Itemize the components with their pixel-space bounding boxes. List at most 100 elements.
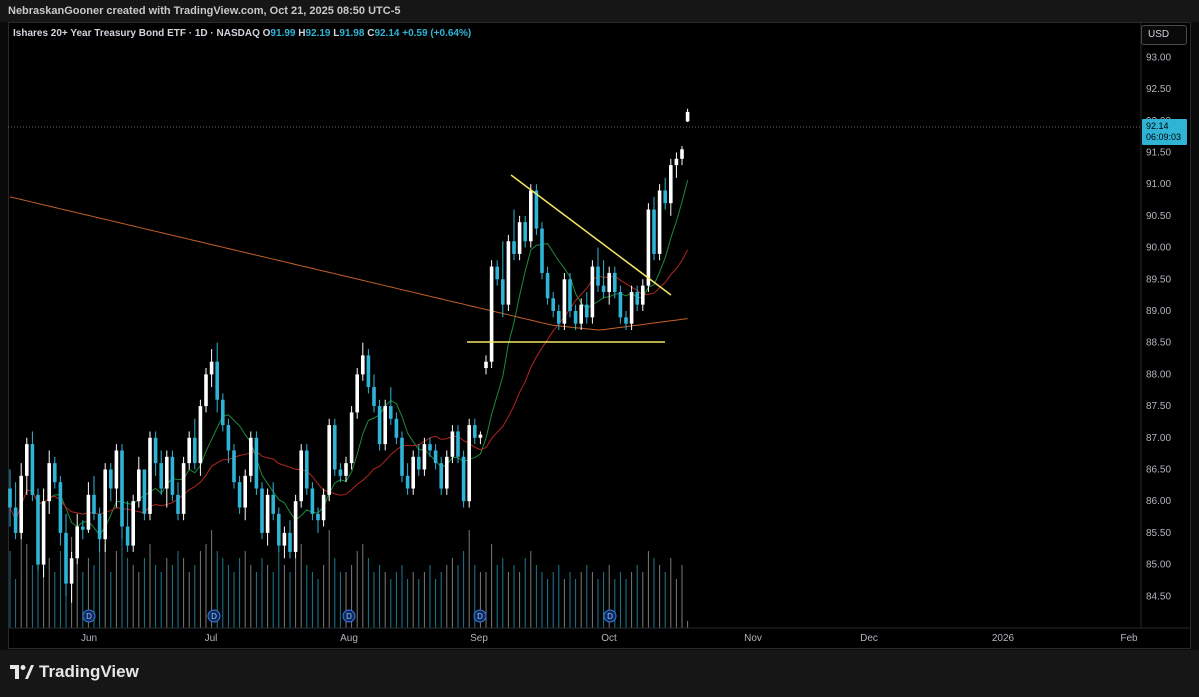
candle-body[interactable] bbox=[383, 406, 387, 445]
candle-body[interactable] bbox=[372, 387, 376, 407]
candle-body[interactable] bbox=[69, 558, 74, 584]
candle-body[interactable] bbox=[165, 456, 169, 489]
candle-body[interactable] bbox=[568, 279, 572, 311]
candle-body[interactable] bbox=[215, 361, 219, 400]
candle-body[interactable] bbox=[545, 272, 550, 299]
candle-body[interactable] bbox=[321, 494, 326, 521]
candle-body[interactable] bbox=[148, 437, 152, 514]
candle-body[interactable] bbox=[428, 444, 432, 451]
candle-body[interactable] bbox=[58, 482, 63, 533]
candle-body[interactable] bbox=[596, 266, 600, 286]
candle-body[interactable] bbox=[232, 450, 236, 483]
candle-body[interactable] bbox=[411, 456, 415, 489]
candle-body[interactable] bbox=[64, 532, 68, 584]
candle-body[interactable] bbox=[618, 291, 623, 318]
candle-body[interactable] bbox=[590, 266, 595, 318]
candle-body[interactable] bbox=[400, 437, 404, 476]
candle-body[interactable] bbox=[277, 513, 281, 546]
candle-body[interactable] bbox=[131, 501, 135, 546]
candle-body[interactable] bbox=[271, 494, 275, 514]
candle-body[interactable] bbox=[517, 222, 522, 254]
candle-body[interactable] bbox=[338, 469, 343, 476]
candle-body[interactable] bbox=[417, 456, 421, 470]
candle-body[interactable] bbox=[489, 266, 494, 362]
dividend-marker-icon[interactable]: D bbox=[473, 609, 487, 623]
candle-body[interactable] bbox=[501, 279, 505, 305]
candle-body[interactable] bbox=[226, 425, 231, 451]
candle-body[interactable] bbox=[109, 469, 113, 489]
candle-body[interactable] bbox=[445, 456, 449, 489]
candle-body[interactable] bbox=[299, 450, 303, 502]
candle-body[interactable] bbox=[613, 272, 617, 292]
candle-body[interactable] bbox=[450, 431, 455, 457]
candle-body[interactable] bbox=[47, 463, 51, 502]
candle-body[interactable] bbox=[25, 444, 29, 476]
candle-body[interactable] bbox=[30, 444, 35, 495]
candle-body[interactable] bbox=[159, 463, 163, 489]
candle-body[interactable] bbox=[293, 501, 298, 552]
candle-body[interactable] bbox=[607, 272, 611, 292]
candle-body[interactable] bbox=[377, 406, 382, 445]
candle-body[interactable] bbox=[473, 425, 477, 438]
candle-body[interactable] bbox=[243, 475, 247, 508]
candle-body[interactable] bbox=[478, 434, 483, 438]
candle-body[interactable] bbox=[209, 361, 214, 375]
candle-body[interactable] bbox=[349, 412, 354, 464]
candle-body[interactable] bbox=[254, 437, 259, 489]
candle-body[interactable] bbox=[103, 469, 107, 540]
candle-body[interactable] bbox=[114, 450, 119, 489]
candle-body[interactable] bbox=[669, 165, 673, 204]
candle-body[interactable] bbox=[484, 361, 488, 369]
candle-body[interactable] bbox=[125, 526, 130, 546]
candle-body[interactable] bbox=[366, 355, 371, 388]
candle-body[interactable] bbox=[562, 279, 567, 324]
candle-body[interactable] bbox=[53, 463, 57, 483]
candle-body[interactable] bbox=[181, 463, 186, 514]
candle-body[interactable] bbox=[461, 456, 466, 502]
candle-body[interactable] bbox=[265, 494, 270, 533]
dividend-marker-icon[interactable]: D bbox=[603, 609, 617, 623]
candle-body[interactable] bbox=[333, 425, 337, 470]
candle-body[interactable] bbox=[389, 406, 393, 419]
candle-body[interactable] bbox=[534, 190, 539, 229]
candle-body[interactable] bbox=[646, 209, 651, 286]
candle-body[interactable] bbox=[422, 444, 427, 470]
candle-body[interactable] bbox=[635, 291, 639, 305]
candle-body[interactable] bbox=[288, 532, 292, 552]
candle-body[interactable] bbox=[13, 507, 18, 533]
candle-body[interactable] bbox=[529, 190, 533, 242]
candle-body[interactable] bbox=[573, 310, 578, 324]
dividend-marker-icon[interactable]: D bbox=[82, 609, 96, 623]
candle-body[interactable] bbox=[344, 463, 348, 476]
candle-body[interactable] bbox=[506, 241, 511, 305]
candle-body[interactable] bbox=[327, 425, 331, 495]
candle-body[interactable] bbox=[120, 450, 124, 527]
candle-body[interactable] bbox=[187, 437, 191, 464]
candle-body[interactable] bbox=[260, 488, 264, 533]
candle-body[interactable] bbox=[629, 291, 634, 324]
candle-body[interactable] bbox=[176, 494, 180, 514]
candle-body[interactable] bbox=[439, 463, 443, 489]
candle-body[interactable] bbox=[674, 158, 679, 166]
candle-body[interactable] bbox=[657, 190, 662, 254]
candle-body[interactable] bbox=[361, 355, 365, 375]
candle-body[interactable] bbox=[652, 209, 656, 254]
dividend-marker-icon[interactable]: D bbox=[342, 609, 356, 623]
candle-body[interactable] bbox=[641, 285, 645, 305]
candle-body[interactable] bbox=[456, 431, 460, 457]
candle-body[interactable] bbox=[512, 241, 516, 254]
candle-body[interactable] bbox=[557, 310, 561, 324]
candle-body[interactable] bbox=[624, 317, 628, 324]
candle-body[interactable] bbox=[86, 494, 91, 530]
candle-body[interactable] bbox=[495, 266, 499, 280]
candle-body[interactable] bbox=[153, 437, 158, 464]
candle-body[interactable] bbox=[198, 406, 203, 464]
candle-body[interactable] bbox=[282, 532, 287, 546]
candle-body[interactable] bbox=[685, 111, 690, 122]
candle-body[interactable] bbox=[467, 425, 471, 502]
tradingview-logo[interactable]: TradingView bbox=[10, 662, 139, 682]
candle-body[interactable] bbox=[137, 469, 141, 502]
candle-body[interactable] bbox=[97, 513, 102, 540]
candle-body[interactable] bbox=[601, 285, 606, 292]
candle-body[interactable] bbox=[523, 222, 527, 242]
